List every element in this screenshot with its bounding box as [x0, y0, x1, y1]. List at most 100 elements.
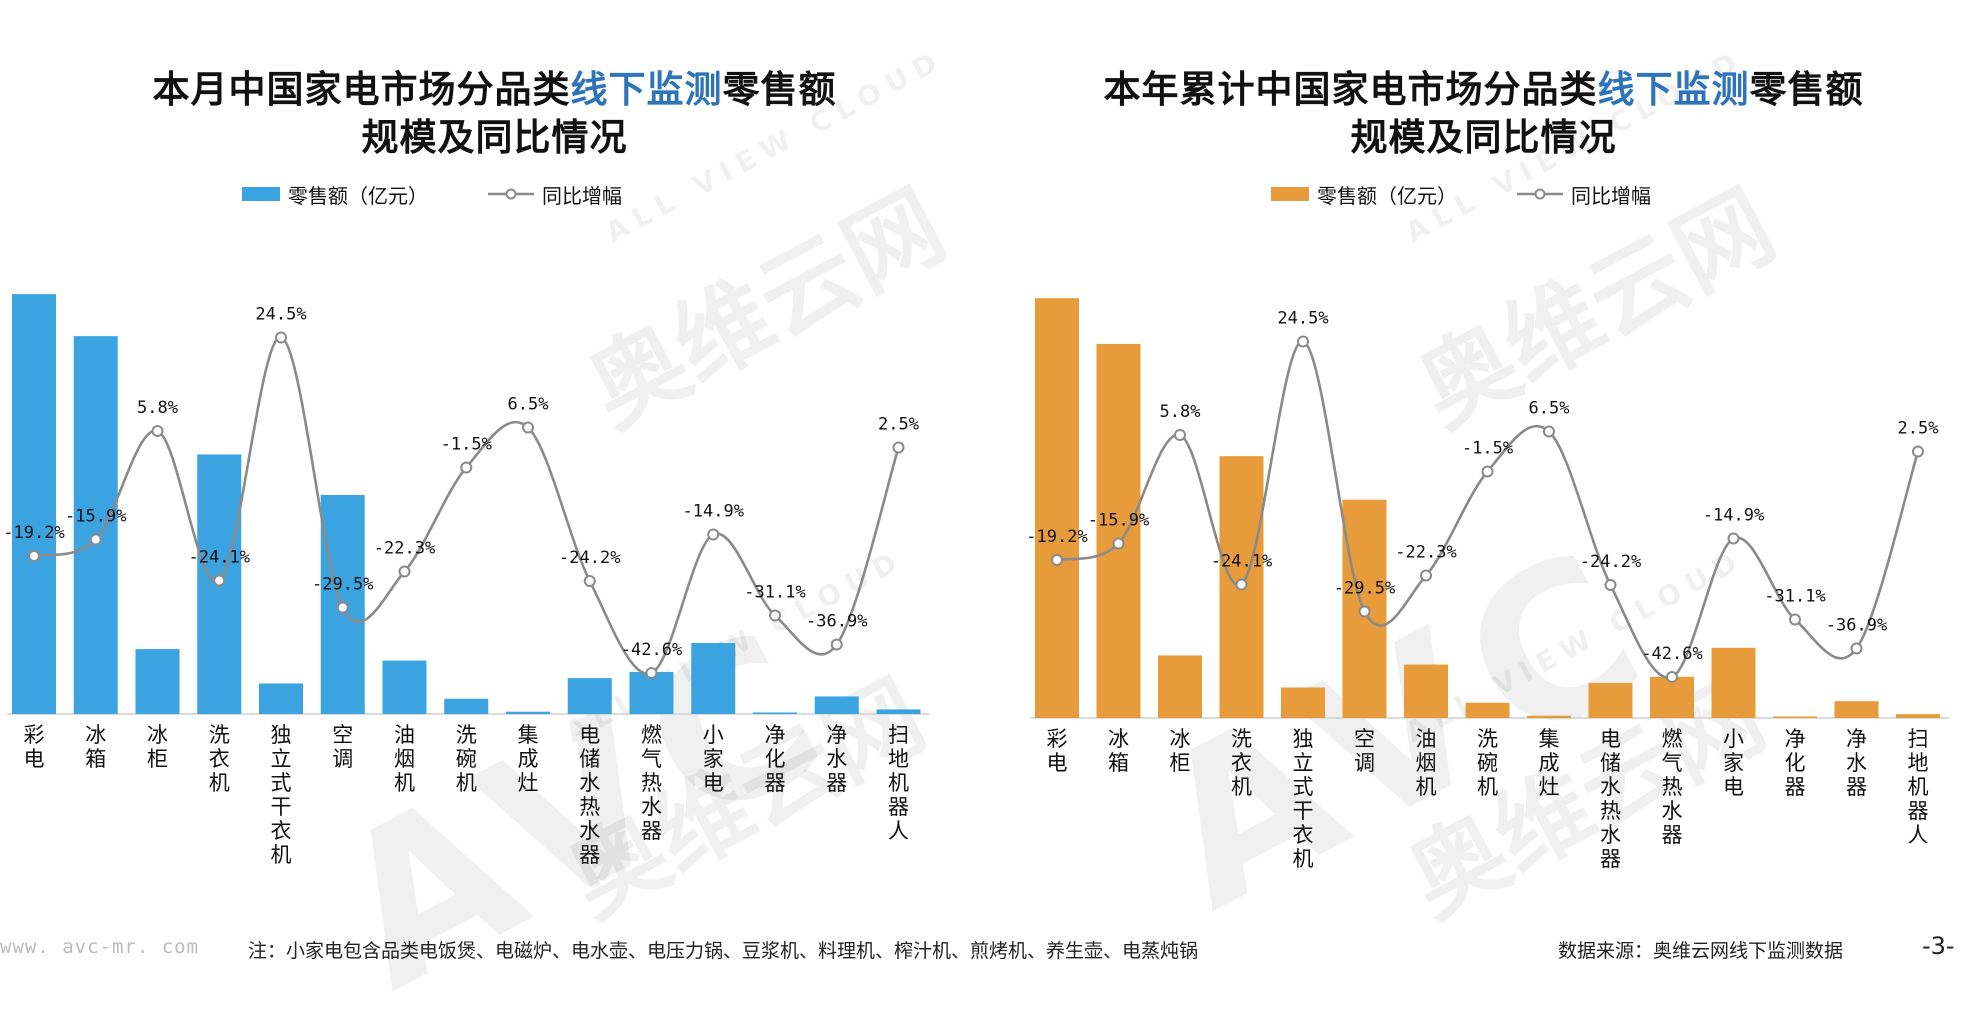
right-yoy-label-9: -24.2%	[1580, 552, 1641, 572]
right-yoy-point-3	[1235, 578, 1248, 591]
left-yoy-point-11	[707, 528, 720, 541]
left-category-label-11: 小家电	[703, 723, 724, 795]
left-yoy-point-9	[583, 575, 596, 587]
left-yoy-label-13: -36.9%	[806, 612, 867, 632]
right-category-label-14: 扫地机器人	[1908, 727, 1929, 847]
left-category-label-14: 扫地机器人	[888, 723, 909, 843]
left-bar-7	[444, 698, 489, 714]
right-title-part1: 本年累计中国家电市场分品类	[1103, 68, 1598, 111]
left-chart-title: 本月中国家电市场分品类线下监测零售额 规模及同比情况	[0, 66, 989, 162]
right-yoy-label-13: -36.9%	[1826, 616, 1887, 636]
left-bar-4	[259, 683, 303, 714]
right-yoy-label-1: -15.9%	[1088, 511, 1149, 531]
left-bar-2	[135, 649, 180, 714]
right-category-label-7: 洗碗机	[1477, 727, 1498, 799]
left-bar-1	[73, 336, 118, 714]
right-bar-1	[1096, 343, 1141, 718]
right-yoy-point-11	[1727, 532, 1740, 545]
left-yoy-label-8: 6.5%	[508, 395, 549, 415]
left-yoy-point-12	[769, 609, 781, 622]
left-legend-line-label: 同比增幅	[542, 183, 622, 208]
right-yoy-label-14: 2.5%	[1898, 419, 1939, 439]
left-yoy-label-3: -24.1%	[189, 548, 250, 568]
right-bar-4	[1281, 687, 1325, 718]
right-chart-legend: 零售额（亿元） 同比增幅	[1271, 180, 1711, 208]
footer-note: 注：小家电包含品类电饭煲、电磁炉、电水壶、电压力锅、豆浆机、料理机、榨汁机、煎烤…	[248, 940, 1199, 962]
right-bar-0	[1035, 298, 1079, 718]
right-bar-2	[1158, 655, 1202, 718]
left-yoy-point-2	[151, 425, 164, 437]
left-category-label-7: 洗碗机	[456, 723, 477, 795]
left-category-label-12: 净化器	[765, 723, 786, 795]
right-yoy-point-4	[1297, 335, 1309, 348]
right-bar-12	[1773, 716, 1817, 718]
left-bar-13	[814, 696, 859, 714]
right-title-highlight: 线下监测	[1597, 68, 1750, 111]
left-yoy-point-6	[398, 565, 411, 578]
right-yoy-point-5	[1358, 605, 1371, 618]
left-chart-legend: 零售额（亿元） 同比增幅	[242, 180, 682, 208]
right-category-label-3: 洗衣机	[1231, 727, 1252, 799]
left-yoy-label-5: -29.5%	[312, 575, 373, 595]
left-yoy-line	[33, 336, 900, 675]
left-yoy-label-1: -15.9%	[65, 507, 126, 527]
right-yoy-point-2	[1174, 429, 1186, 441]
right-yoy-point-10	[1666, 671, 1678, 683]
left-category-label-9: 电储水热水器	[579, 723, 600, 867]
right-category-label-8: 集成灶	[1539, 727, 1560, 799]
left-chart-title-line2: 规模及同比情况	[361, 116, 628, 159]
right-bar-13	[1834, 701, 1879, 718]
right-yoy-point-12	[1789, 613, 1801, 626]
right-yoy-point-1	[1112, 537, 1125, 550]
right-yoy-label-11: -14.9%	[1703, 506, 1764, 526]
right-legend-line-label: 同比增幅	[1571, 183, 1651, 208]
right-yoy-label-4: 24.5%	[1277, 309, 1328, 329]
left-bar-12	[753, 712, 797, 714]
left-yoy-point-10	[645, 667, 658, 679]
right-yoy-point-13	[1850, 642, 1863, 655]
left-legend-line: 同比增幅	[488, 180, 622, 209]
left-yoy-point-5	[336, 601, 349, 614]
right-yoy-label-5: -29.5%	[1334, 579, 1395, 599]
right-bar-14	[1896, 714, 1940, 718]
page-number: -3-	[1922, 932, 1955, 960]
right-bar-8	[1527, 715, 1571, 718]
left-legend-bar-swatch	[242, 187, 280, 201]
left-bar-11	[691, 643, 736, 714]
left-yoy-label-12: -31.1%	[744, 583, 805, 603]
left-yoy-label-0: -19.2%	[3, 523, 64, 543]
left-legend-line-icon	[488, 188, 534, 200]
right-yoy-label-0: -19.2%	[1026, 527, 1087, 547]
left-bar-0	[12, 294, 56, 714]
left-yoy-label-11: -14.9%	[683, 502, 744, 522]
right-legend-line: 同比增幅	[1517, 180, 1651, 209]
left-category-label-6: 油烟机	[394, 723, 415, 795]
left-yoy-label-14: 2.5%	[878, 415, 919, 435]
right-category-label-2: 冰柜	[1170, 727, 1191, 775]
left-yoy-point-4	[275, 331, 287, 344]
left-yoy-label-6: -22.3%	[374, 539, 435, 559]
right-yoy-label-12: -31.1%	[1764, 587, 1825, 607]
left-category-label-8: 集成灶	[518, 723, 539, 795]
right-combo-chart: -19.2%-15.9% 5.8% -24.1% 24.5% -29.5%-22.3% -…	[1026, 298, 1949, 871]
right-legend-bar: 零售额（亿元）	[1271, 180, 1457, 209]
left-yoy-point-14	[892, 441, 905, 454]
left-yoy-label-2: 5.8%	[137, 398, 178, 418]
left-bar-6	[382, 660, 427, 714]
right-legend-bar-label: 零售额（亿元）	[1317, 183, 1457, 208]
right-bar-9	[1588, 682, 1633, 718]
left-category-label-13: 净水器	[826, 723, 847, 795]
right-yoy-label-10: -42.6%	[1641, 644, 1702, 664]
left-yoy-point-3	[213, 574, 226, 587]
left-category-label-4: 独立式干衣机	[271, 723, 292, 867]
right-yoy-label-7: -1.5%	[1462, 439, 1513, 459]
left-bar-10	[629, 672, 674, 714]
left-legend-bar: 零售额（亿元）	[242, 180, 428, 209]
right-title-part3: 零售额	[1749, 68, 1864, 111]
right-yoy-point-6	[1420, 569, 1432, 582]
left-yoy-point-0	[28, 550, 40, 562]
right-category-label-11: 小家电	[1723, 727, 1744, 799]
left-yoy-point-8	[522, 421, 534, 434]
left-title-part1: 本月中国家电市场分品类	[152, 68, 571, 111]
right-chart-title-line2: 规模及同比情况	[1350, 116, 1617, 159]
